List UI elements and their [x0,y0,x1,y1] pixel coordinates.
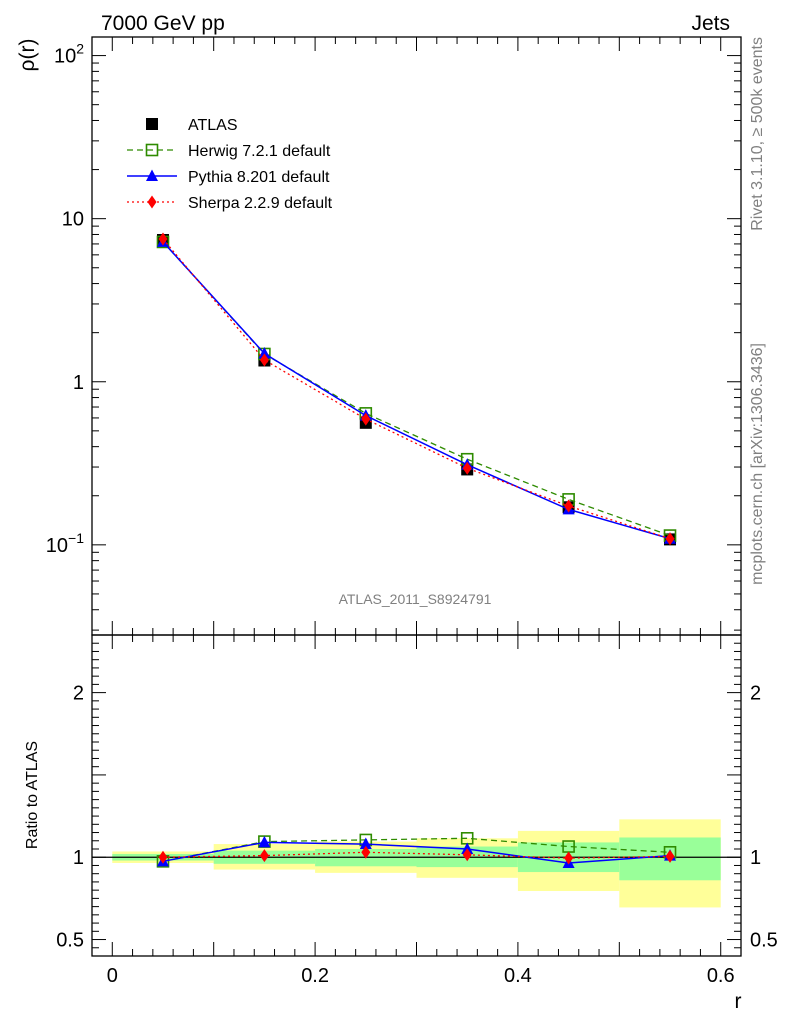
legend-marker-sherpa-2-2-9-default [147,195,157,209]
legend: ATLAS Herwig 7.2.1 default Pythia 8.201 de… [127,117,333,212]
legend-label-sherpa-2-2-9-default: Sherpa 2.2.9 default [188,195,333,212]
ratio-y-tick-label-right: 1 [750,847,761,869]
ratio-point-sherpa-2-2-9-default [564,851,574,865]
main-point-sherpa-2-2-9-default [259,353,269,367]
main-line-pythia-8-201-default [162,241,671,540]
ratio-line-pythia-8-201-default [162,841,671,864]
ratio-point-pythia-8-201-default [461,842,474,854]
main-y-axis-label: ρ(r) [16,39,39,72]
main-panel-series [156,232,677,546]
ratio-frame [91,634,742,957]
main-line-herwig-7-2-1-default [162,241,671,537]
analysis-watermark: ATLAS_2011_S8924791 [339,591,492,607]
rivet-label: Rivet 3.1.10, ≥ 500k events [749,37,766,231]
x-tick-label: 0.4 [504,965,532,987]
ratio-y-tick-label: 2 [73,683,84,705]
legend-marker-pythia-8-201-default [146,169,158,181]
legend-label-pythia-8-201-default: Pythia 8.201 default [188,169,330,186]
ratio-y-tick-label: 1 [73,847,84,869]
main-point-sherpa-2-2-9-default [665,532,675,546]
x-tick-label: 0.2 [301,965,329,987]
main-line-sherpa-2-2-9-default [162,238,671,540]
main-y-tick-label: 1 [73,372,84,394]
x-tick-label: 0 [107,965,118,987]
x-tick-label: 0.6 [707,965,735,987]
main-y-tick-label: 102 [54,41,84,68]
legend-marker-herwig-7-2-1-default [145,143,159,157]
ratio-y-tick-label: 0.5 [56,930,84,952]
ratio-panel-series [156,831,677,868]
ratio-point-sherpa-2-2-9-default [158,850,168,864]
ratio-point-sherpa-2-2-9-default [259,849,269,863]
main-y-tick-label: 10 [62,209,84,231]
main-point-sherpa-2-2-9-default [564,499,574,513]
legend-label-herwig-7-2-1-default: Herwig 7.2.1 default [188,143,331,160]
x-axis-label: r [735,990,742,1013]
ratio-panel-background [92,819,741,908]
ratio-y-tick-label-right: 2 [750,683,761,705]
legend-marker-atlas [146,118,158,130]
ratio-point-pythia-8-201-default [258,835,271,848]
axes: 0 0.2 0.4 0.6 102 10 1 10−1 0.5 0.5 1 1 2 2 [46,36,778,987]
mcplots-label: mcplots.cern.ch [arXiv:1306.3436] [749,343,766,585]
ratio-point-sherpa-2-2-9-default [665,849,675,863]
chart-header-left: 7000 GeV pp [101,12,225,35]
ratio-line-herwig-7-2-1-default [162,837,671,862]
main-point-sherpa-2-2-9-default [462,461,472,475]
main-point-sherpa-2-2-9-default [361,412,371,426]
legend-label-atlas: ATLAS [188,117,238,134]
ratio-point-sherpa-2-2-9-default [462,848,472,862]
ratio-y-axis-label: Ratio to ATLAS [24,741,41,849]
ratio-y-tick-label-right: 0.5 [750,930,778,952]
ratio-point-sherpa-2-2-9-default [361,845,371,859]
main-point-sherpa-2-2-9-default [158,232,168,246]
main-y-tick-label: 10−1 [46,530,84,557]
ratio-point-pythia-8-201-default [359,837,372,850]
chart-header-right: Jets [691,12,730,35]
main-point-pythia-8-201-default [258,347,271,359]
